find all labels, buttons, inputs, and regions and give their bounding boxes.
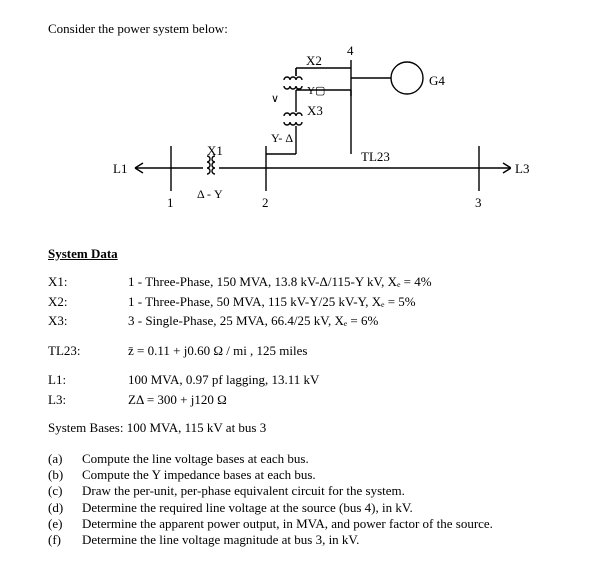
ql-d: (d)	[48, 500, 82, 516]
lbl-ydelta: Y- Δ	[271, 130, 293, 146]
qt-c: Draw the per-unit, per-phase equivalent …	[82, 483, 493, 499]
row-l3: L3:ZΔ = 300 + j120 Ω	[48, 390, 432, 410]
val-l3: ZΔ = 300 + j120 Ω	[128, 390, 432, 410]
ql-f: (f)	[48, 532, 82, 548]
system-data-table: X1:1 - Three-Phase, 150 MVA, 13.8 kV-Δ/1…	[48, 272, 432, 409]
val-x1: 1 - Three-Phase, 150 MVA, 13.8 kV-Δ/115-…	[128, 272, 432, 292]
ql-c: (c)	[48, 483, 82, 499]
lbl-l1d: L1:	[48, 370, 128, 390]
lbl-tl23: TL23	[361, 148, 390, 166]
q-a: (a)Compute the line voltage bases at eac…	[48, 451, 493, 467]
q-d: (d)Determine the required line voltage a…	[48, 500, 493, 516]
lbl-n2: 2	[262, 194, 269, 212]
qt-a: Compute the line voltage bases at each b…	[82, 451, 493, 467]
qt-e: Determine the apparent power output, in …	[82, 516, 493, 532]
ql-b: (b)	[48, 467, 82, 483]
question-list: (a)Compute the line voltage bases at eac…	[48, 451, 493, 549]
intro-text: Consider the power system below:	[48, 20, 554, 38]
lbl-g4: G4	[429, 72, 445, 90]
row-l1: L1:100 MVA, 0.97 pf lagging, 13.11 kV	[48, 370, 432, 390]
q-e: (e)Determine the apparent power output, …	[48, 516, 493, 532]
lbl-l3d: L3:	[48, 390, 128, 410]
lbl-l3: L3	[515, 160, 529, 178]
row-x3: X3:3 - Single-Phase, 25 MVA, 66.4/25 kV,…	[48, 311, 432, 331]
lbl-n1: 1	[167, 194, 174, 212]
qt-f: Determine the line voltage magnitude at …	[82, 532, 493, 548]
row-tl23: TL23:z̄ = 0.11 + j0.60 Ω / mi , 125 mile…	[48, 341, 432, 361]
q-b: (b)Compute the Y impedance bases at each…	[48, 467, 493, 483]
q-c: (c)Draw the per-unit, per-phase equivale…	[48, 483, 493, 499]
val-tl23: z̄ = 0.11 + j0.60 Ω / mi , 125 miles	[128, 341, 432, 361]
row-x2: X2:1 - Three-Phase, 50 MVA, 115 kV-Y/25 …	[48, 292, 432, 312]
lbl-x1d: X1:	[48, 272, 128, 292]
lbl-x2d: X2:	[48, 292, 128, 312]
ql-a: (a)	[48, 451, 82, 467]
diagram-svg	[91, 46, 511, 231]
lbl-n3: 3	[475, 194, 482, 212]
ql-e: (e)	[48, 516, 82, 532]
lbl-x1: X1	[207, 142, 223, 160]
lbl-yd: Y▢	[307, 84, 325, 99]
lbl-v: ∨	[271, 92, 279, 107]
lbl-tl23d: TL23:	[48, 341, 128, 361]
val-x3: 3 - Single-Phase, 25 MVA, 66.4/25 kV, Xₑ…	[128, 311, 432, 331]
q-f: (f)Determine the line voltage magnitude …	[48, 532, 493, 548]
lbl-x3: X3	[307, 102, 323, 120]
lbl-deltay: Δ - Y	[197, 186, 223, 202]
qt-d: Determine the required line voltage at t…	[82, 500, 493, 516]
lbl-n4: 4	[347, 42, 354, 60]
system-bases: System Bases: 100 MVA, 115 kV at bus 3	[48, 419, 554, 437]
val-l1: 100 MVA, 0.97 pf lagging, 13.11 kV	[128, 370, 432, 390]
power-system-diagram: 4 X2 Y▢ ∨ X3 Y- Δ G4 TL23 X1 L1 L3 Δ - Y…	[91, 46, 511, 231]
lbl-l1: L1	[113, 160, 127, 178]
lbl-x3d: X3:	[48, 311, 128, 331]
section-header: System Data	[48, 245, 554, 263]
qt-b: Compute the Y impedance bases at each bu…	[82, 467, 493, 483]
row-x1: X1:1 - Three-Phase, 150 MVA, 13.8 kV-Δ/1…	[48, 272, 432, 292]
val-x2: 1 - Three-Phase, 50 MVA, 115 kV-Y/25 kV-…	[128, 292, 432, 312]
lbl-x2: X2	[306, 52, 322, 70]
